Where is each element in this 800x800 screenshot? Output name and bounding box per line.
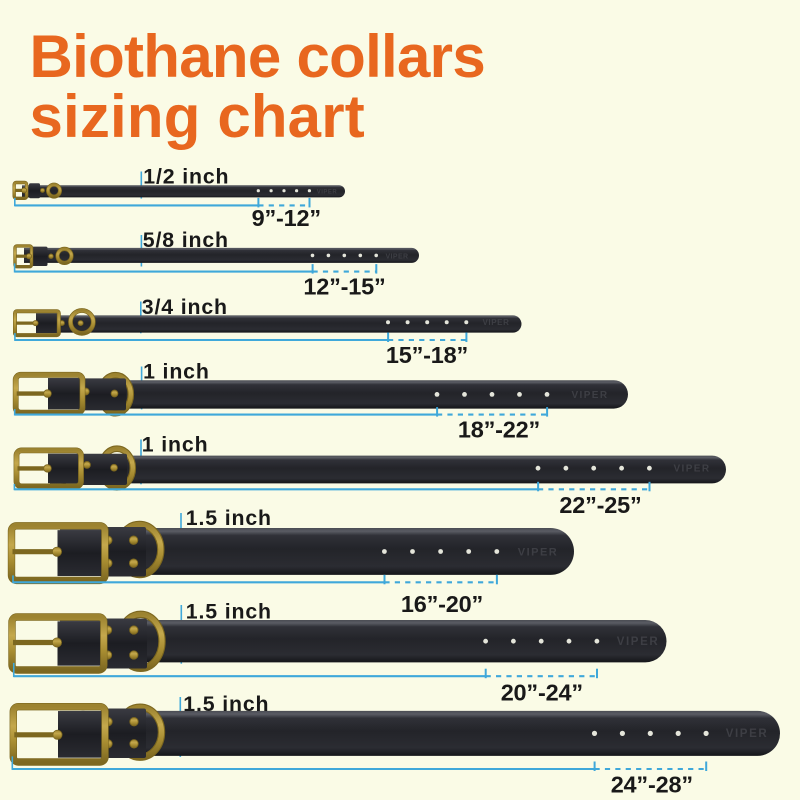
svg-text:1 inch: 1 inch bbox=[142, 433, 209, 457]
svg-text:15”-18”: 15”-18” bbox=[386, 342, 468, 368]
svg-text:VIPER: VIPER bbox=[673, 464, 710, 475]
svg-text:VIPER: VIPER bbox=[482, 318, 509, 327]
svg-text:24”-28”: 24”-28” bbox=[611, 772, 693, 798]
svg-text:1.5 inch: 1.5 inch bbox=[183, 692, 269, 716]
svg-text:22”-25”: 22”-25” bbox=[559, 492, 641, 518]
svg-text:VIPER: VIPER bbox=[518, 546, 559, 558]
svg-text:1.5 inch: 1.5 inch bbox=[186, 600, 272, 624]
svg-text:3/4 inch: 3/4 inch bbox=[142, 295, 228, 319]
svg-text:Biothane collars: Biothane collars bbox=[30, 23, 484, 90]
svg-text:16”-20”: 16”-20” bbox=[401, 591, 483, 617]
svg-text:1 inch: 1 inch bbox=[143, 359, 210, 383]
svg-text:VIPER: VIPER bbox=[617, 636, 660, 648]
svg-text:5/8 inch: 5/8 inch bbox=[143, 228, 229, 252]
svg-text:12”-15”: 12”-15” bbox=[303, 274, 385, 300]
svg-text:20”-24”: 20”-24” bbox=[501, 679, 583, 705]
svg-text:VIPER: VIPER bbox=[385, 253, 408, 260]
svg-text:1/2 inch: 1/2 inch bbox=[143, 164, 229, 188]
svg-text:1.5 inch: 1.5 inch bbox=[186, 506, 272, 530]
svg-text:VIPER: VIPER bbox=[317, 189, 338, 195]
svg-text:VIPER: VIPER bbox=[726, 728, 769, 740]
svg-text:sizing chart: sizing chart bbox=[30, 83, 365, 150]
svg-text:9”-12”: 9”-12” bbox=[252, 205, 321, 231]
svg-text:VIPER: VIPER bbox=[571, 390, 608, 401]
svg-text:18”-22”: 18”-22” bbox=[458, 417, 540, 443]
